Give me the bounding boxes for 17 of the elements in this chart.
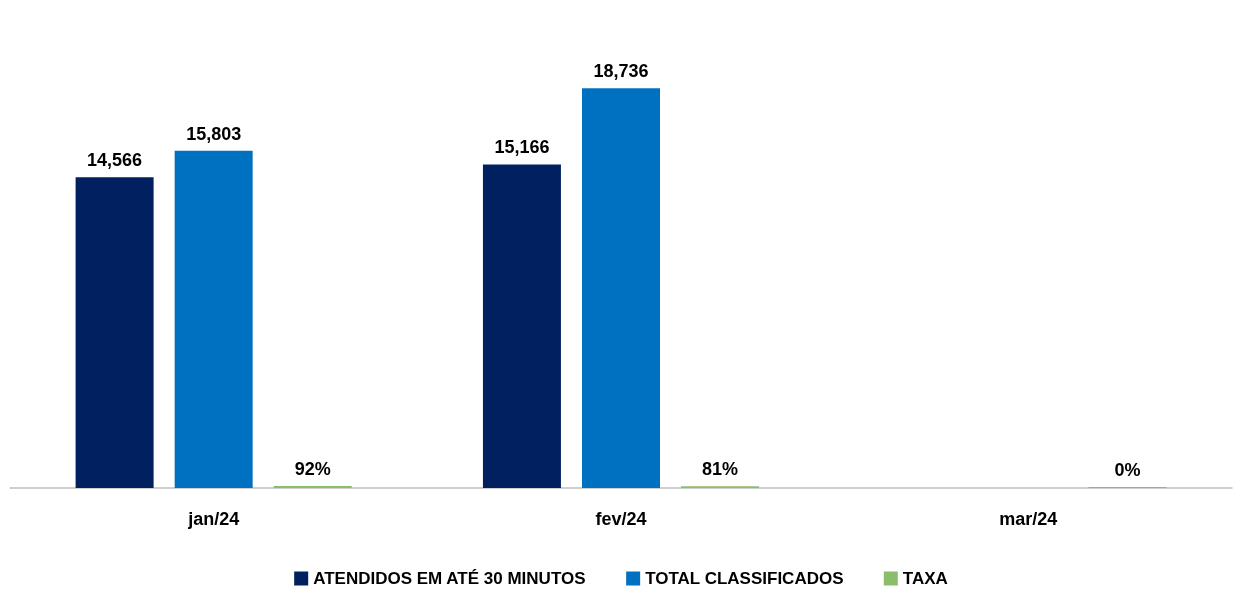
x-tick-label: mar/24 [999, 509, 1058, 529]
x-tick-label: jan/24 [187, 509, 240, 529]
bar [174, 150, 253, 488]
bar [582, 88, 660, 488]
data-label: 18,736 [593, 61, 649, 82]
legend-label: TAXA [902, 569, 948, 588]
x-tick-label: fev/24 [595, 509, 647, 529]
data-label: 0% [1114, 460, 1141, 480]
data-label: 14,566 [87, 150, 143, 171]
data-label: 81% [702, 459, 739, 480]
legend-label: TOTAL CLASSIFICADOS [645, 569, 844, 588]
legend-label: ATENDIDOS EM ATÉ 30 MINUTOS [313, 569, 586, 588]
bar [75, 177, 154, 488]
data-label: 15,803 [186, 123, 242, 144]
data-label: 15,166 [494, 137, 550, 158]
bar [482, 164, 561, 488]
data-label: 92% [294, 459, 331, 480]
